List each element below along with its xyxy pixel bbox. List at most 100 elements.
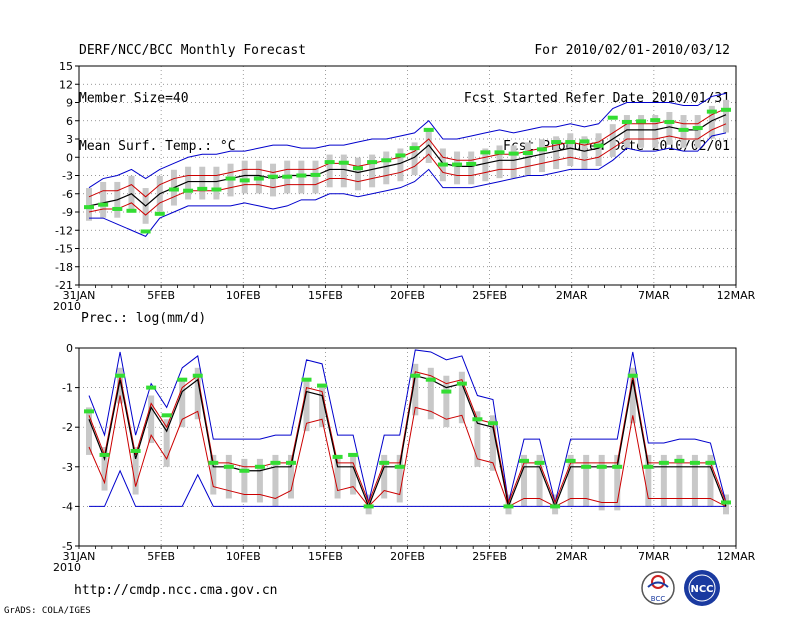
y-tick-label: -12 [55,224,73,237]
plot-frame [78,65,737,286]
x-tick-label: 5FEB [147,550,175,563]
y-tick-label: 12 [59,78,73,91]
spread-bar [241,160,248,194]
spread-bar [521,454,528,507]
spread-bar [213,166,220,200]
spread-bar [383,151,390,185]
ncc-logo: NCC [684,570,720,606]
series-mean-line [88,374,727,509]
spread-bar [86,188,92,221]
observed-marker [565,458,576,463]
spread-bar [694,115,701,148]
spread-bar [101,447,108,491]
observed-marker [643,464,654,469]
y-tick-label: -15 [55,243,73,256]
spread-bar [163,419,170,467]
header-forecast-period: For 2010/02/01-2010/03/12 [534,43,730,58]
observed-marker [394,464,405,469]
chart-panel-2: Prec.: log(mm/d) -5 -4 -3 -2 -1 0 31JAN 5FEB 10FE… [53,311,756,574]
observed-marker [678,127,689,132]
spread-bar [443,375,450,428]
y-tick-label: -3 [62,170,73,183]
spread-bar [496,145,503,179]
y-tick-label: 15 [59,60,73,73]
spread-bar [598,454,605,511]
x-tick-label: 10FEB [226,289,261,302]
observed-marker [636,119,647,124]
spread-bar [194,367,201,420]
spread-bar [708,105,715,139]
y-tick-label: -6 [62,188,73,201]
observed-marker [658,460,669,465]
observed-marker [84,205,94,210]
agency-logos: BCC NCC [641,570,720,606]
observed-marker [441,389,452,394]
spread-bar [645,454,652,507]
spread-bar [148,395,155,444]
x-tick-label: 25FEB [472,289,507,302]
spread-bar [454,151,461,185]
observed-marker [130,448,141,453]
observed-marker [593,143,604,148]
observed-marker [706,109,717,114]
y-tick-label: 6 [66,115,73,128]
x-tick-label: 2MAR [556,289,588,302]
spread-bar [354,157,361,191]
observed-marker [154,211,165,216]
spread-bar [638,115,645,148]
observed-marker [581,464,592,469]
observed-marker [692,126,703,131]
observed-marker [146,385,157,390]
observed-marker [503,504,514,509]
series-min-line [89,132,727,237]
spread-bar [567,133,574,167]
observed-marker [536,147,547,152]
observed-marker [324,160,335,165]
observed-marker [409,146,420,151]
y-tick-label: -21 [55,279,73,292]
x-tick-label: 7MAR [638,550,670,563]
observed-marker [534,460,545,465]
observed-marker [301,377,312,382]
y-tick-label: 0 [66,342,73,355]
series-upper-line [88,108,727,198]
observed-marker [664,119,675,124]
series-max-line [88,349,727,503]
x-tick-label: 20FEB [390,289,425,302]
spread-bar [595,133,602,167]
spread-bar [117,367,124,404]
observed-marker [456,381,467,386]
x-tick-label: 31JAN [63,550,96,563]
spread-bar [340,154,347,188]
spread-bar [272,454,279,507]
observed-marker [192,373,203,378]
y-tick-label: 3 [66,133,73,146]
grads-credit: GrADS: COLA/IGES [4,606,91,616]
series-mean-line [88,114,727,207]
ncc-logo-text: NCC [690,584,713,595]
observed-marker [650,118,661,123]
observed-marker [721,107,731,112]
spread-bar [489,415,496,471]
observed-marker [381,158,392,163]
observed-marker [270,460,281,465]
observed-marker [472,417,483,422]
x-tick-label: 12MAR [717,289,756,302]
spread-bar [412,363,419,416]
observed-marker [410,373,421,378]
spread-bar [474,411,481,467]
x-year-label: 2010 [53,561,81,574]
spread-bar [185,166,192,200]
spread-bar [326,154,333,188]
observed-marker [183,188,194,193]
y-tick-label: -2 [62,421,73,434]
footer-url[interactable]: http://cmdp.ncc.cma.gov.cn [74,583,278,598]
observed-marker [522,150,533,155]
y-tick-label: -4 [62,500,73,513]
x-tick-label: 7MAR [638,289,670,302]
spread-bar [482,148,489,182]
spread-bar [179,379,186,428]
observed-marker [161,413,172,418]
observed-marker [348,452,359,457]
